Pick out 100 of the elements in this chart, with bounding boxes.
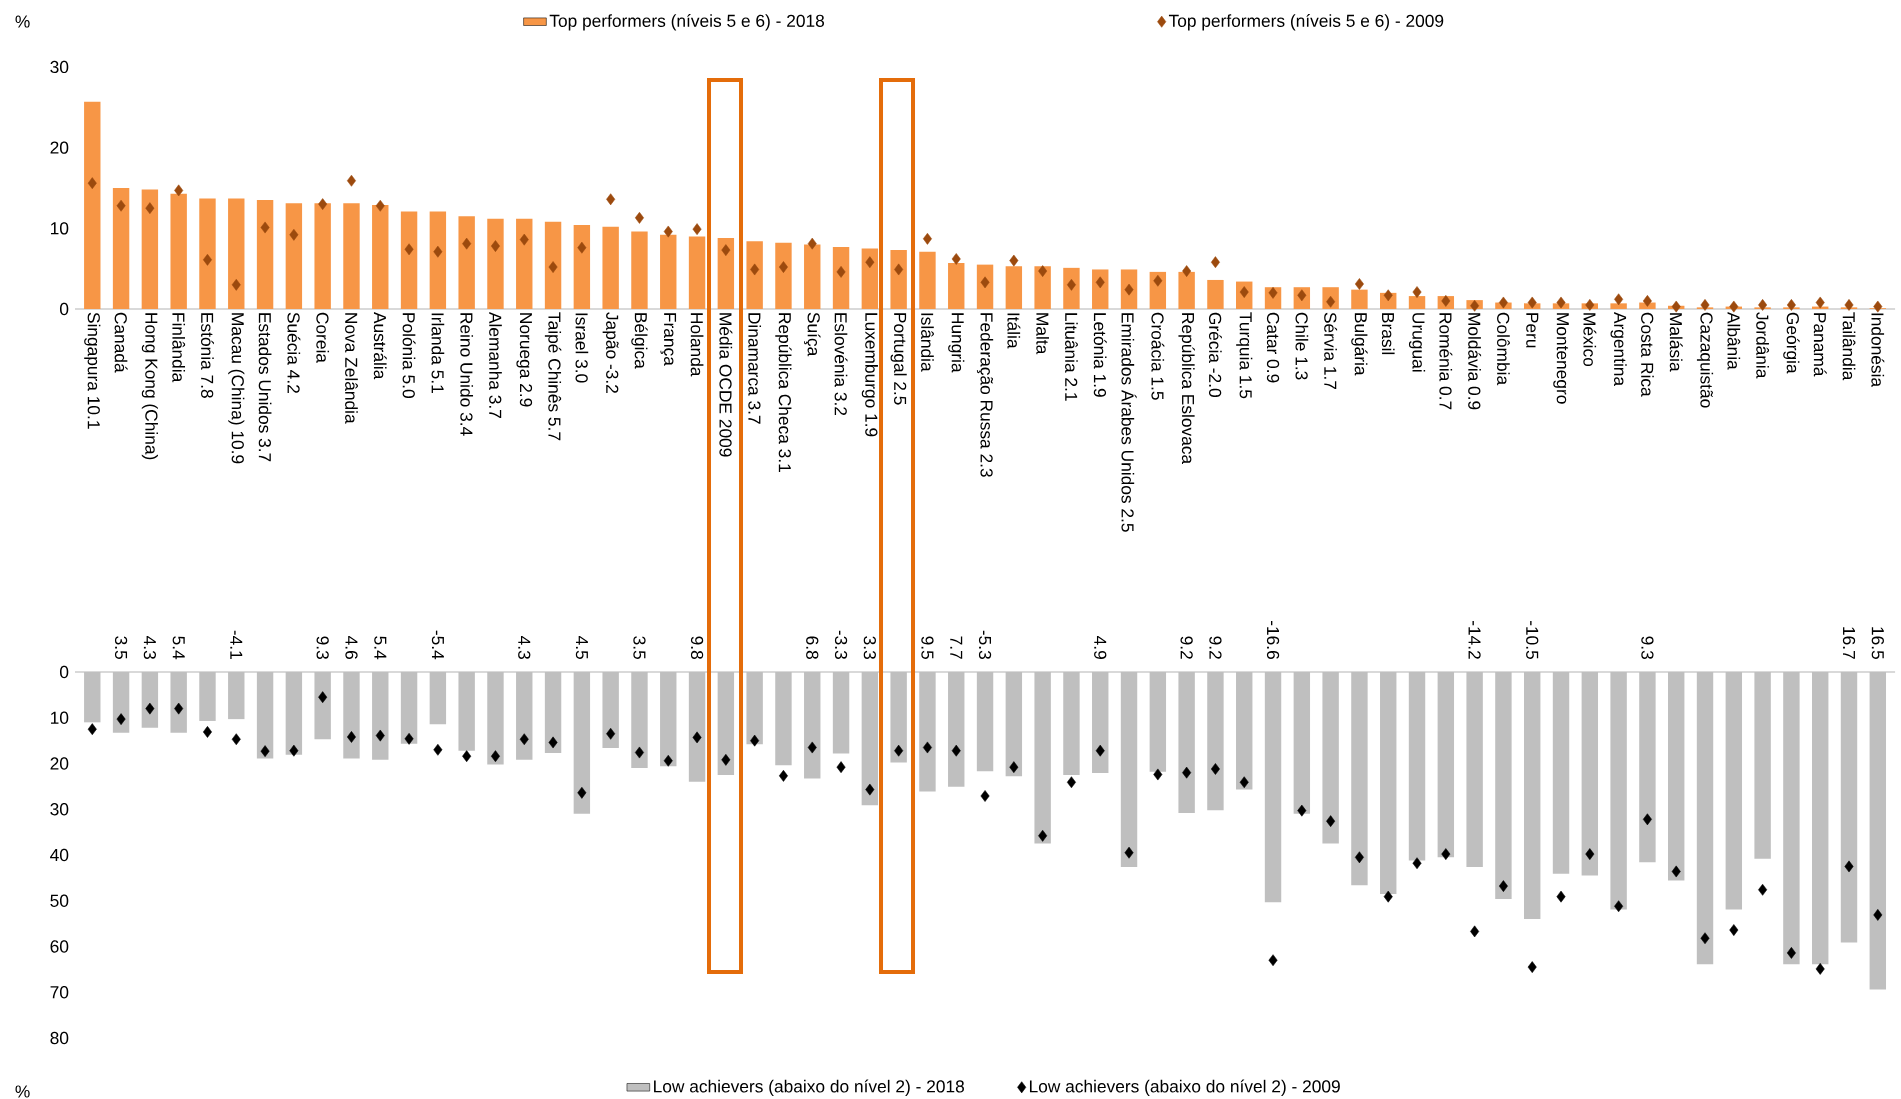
y-axis-title: % (15, 1085, 30, 1098)
legend-label: Top performers (níveis 5 e 6) - 2009 (1168, 14, 1444, 31)
x-tick-label: Japão -3.2 (602, 312, 619, 393)
x-tick-label: Hungria (948, 313, 965, 373)
x-tick-label: República Checa 3.1 (775, 313, 792, 472)
x-tick-label: Hong Kong (China) (141, 313, 158, 460)
x-tick-label: Chile 1.3 (1295, 312, 1309, 380)
x-tick-label: Holanda (690, 313, 704, 377)
x-tick-label: Jordânia (1756, 312, 1770, 379)
text: -5.3 (978, 630, 992, 659)
y-tick-label: 10 (51, 711, 69, 724)
text: 3.5 (633, 636, 646, 659)
x-tick-label: Reino Unido 3.4 (460, 313, 474, 436)
text: 4.3 (143, 636, 157, 659)
text: 9.2 (1180, 636, 1193, 659)
x-tick-label: Itália (1007, 313, 1021, 349)
y-tick-label: 80 (50, 1031, 69, 1045)
legend-label: Low achievers (abaixo do nível 2) - 2009 (1029, 1079, 1340, 1096)
x-tick-label: Indonésia (1871, 313, 1885, 388)
x-tick-label: Dinamarca 3.7 (748, 313, 762, 424)
text: -14.2 (1468, 621, 1481, 659)
y-tick-label: 60 (50, 940, 69, 953)
x-tick-label: Singapura 10.1 (84, 312, 101, 429)
x-tick-label: Suécia 4.2 (287, 312, 301, 393)
text: 6.8 (806, 636, 819, 659)
x-tick-label: Colômbia (1497, 312, 1510, 386)
text: 7.7 (950, 636, 963, 659)
x-tick-label: Islândia (921, 313, 934, 372)
x-tick-label: Uruguai (1408, 313, 1426, 372)
text: -10.5 (1526, 621, 1539, 659)
x-tick-label: Peru (1526, 313, 1539, 348)
y-tick-label: 30 (50, 803, 69, 816)
x-tick-label: França (660, 313, 677, 366)
x-tick-label: Costa Rica (1641, 312, 1654, 397)
x-tick-label: Bélgica (631, 313, 648, 369)
x-tick-label: Noruega 2.9 (516, 313, 533, 407)
text: 16.5 (1871, 627, 1884, 659)
x-tick-label: Argentina (1610, 311, 1627, 387)
x-tick-label: Polónia 5.0 (402, 313, 416, 398)
text: 4.5 (575, 636, 588, 659)
x-tick-label: Estados Unidos 3.7 (258, 313, 272, 462)
x-tick-label: Irlanda 5.1 (431, 313, 445, 393)
y-axis-title: % (15, 15, 30, 28)
text: 9.2 (1209, 636, 1222, 659)
text: 9.3 (316, 636, 329, 659)
x-tick-label: Israel 3.0 (575, 313, 589, 383)
x-tick-label: Montenegro (1553, 313, 1569, 404)
text: 4.3 (518, 636, 531, 659)
x-tick-label: México (1583, 313, 1597, 367)
x-tick-label: Letónia 1.9 (1093, 313, 1107, 397)
x-tick-label: Taipé Chinês 5.7 (544, 312, 562, 441)
x-tick-label: Suíça (804, 312, 821, 357)
x-tick-label: Federação Russa 2.3 (976, 313, 994, 477)
x-tick-label: Turquia 1.5 (1236, 312, 1253, 399)
y-tick-label: 20 (50, 141, 69, 154)
x-tick-label: Panamá (1813, 313, 1827, 377)
x-tick-label: Albânia (1727, 311, 1741, 370)
x-tick-label: Moldávia 0.9 (1468, 313, 1482, 410)
text: 9.5 (921, 636, 934, 659)
text: 5.4 (374, 636, 387, 660)
y-tick-label: 40 (50, 848, 69, 862)
x-tick-label: Malta (1036, 313, 1050, 355)
y-tick-label: 20 (50, 757, 69, 770)
x-tick-label: Nova Zelândia (345, 313, 358, 424)
text: 9.8 (690, 636, 704, 659)
x-tick-label: Cazaquistão (1696, 312, 1714, 408)
x-tick-label: Macau (China) 10.9 (228, 313, 245, 464)
text: 4.9 (1094, 636, 1107, 659)
text: 9.3 (1641, 636, 1654, 659)
text: -16.6 (1266, 621, 1280, 659)
x-tick-label: Eslovénia 3.2 (834, 313, 848, 416)
x-tick-label: Emirados Árabes Unidos 2.5 (1121, 313, 1137, 532)
text: -5.4 (431, 630, 444, 660)
y-tick-label: 0 (59, 302, 69, 316)
y-tick-label: 70 (50, 986, 69, 999)
x-tick-label: República Eslovaca (1178, 313, 1195, 465)
x-tick-label: Estónia 7.8 (201, 313, 214, 398)
x-tick-label: Brasil (1381, 313, 1395, 355)
text: -3.3 (834, 630, 848, 659)
x-tick-label: Canadá (114, 312, 128, 373)
x-tick-label: Coreia (316, 312, 330, 363)
x-tick-label: Lituânia 2.1 (1065, 313, 1078, 401)
x-tick-label: Sérvia 1.7 (1324, 312, 1338, 390)
y-tick-label: 50 (50, 894, 69, 907)
x-tick-label: Alemanha 3.7 (489, 311, 502, 418)
text: 3.3 (863, 636, 876, 659)
x-tick-label: Luxemburgo 1.9 (861, 313, 878, 437)
x-tick-label: Geórgia (1783, 312, 1800, 374)
x-tick-label: Austrália (373, 311, 387, 380)
x-tick-label: Croácia 1.5 (1151, 312, 1165, 400)
x-tick-label: Média OCDE 2009 (719, 313, 733, 457)
text: 5.4 (172, 636, 185, 660)
x-tick-label: Tailândia (1842, 312, 1856, 381)
text: 16.7 (1842, 627, 1856, 659)
legend-label: Top performers (níveis 5 e 6) - 2018 (549, 14, 825, 31)
x-tick-label: Bulgária (1351, 313, 1368, 376)
y-tick-label: 0 (59, 665, 69, 679)
text: 3.5 (114, 636, 128, 659)
x-tick-label: Finlândia (172, 313, 186, 383)
legend-label: Low achievers (abaixo do nível 2) - 2018 (654, 1079, 964, 1096)
